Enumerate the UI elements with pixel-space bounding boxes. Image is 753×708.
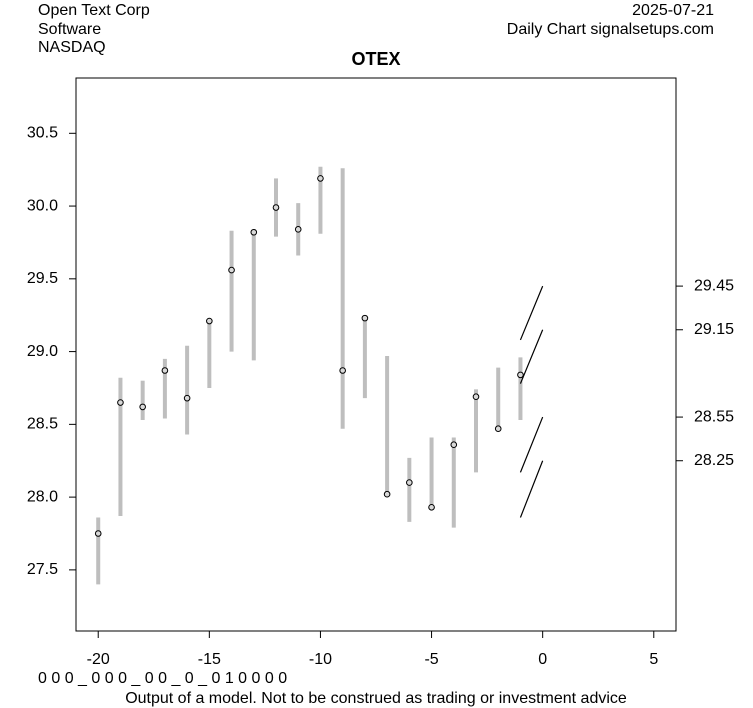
y-tick-label: 30.5	[27, 125, 58, 142]
x-tick-label: -5	[424, 651, 438, 668]
projection-line	[519, 285, 544, 341]
close-point	[117, 399, 124, 406]
close-point	[206, 317, 213, 325]
close-point	[183, 394, 191, 402]
close-point	[494, 425, 502, 433]
y2-tick-label: 29.15	[694, 321, 734, 338]
close-point	[250, 228, 258, 236]
disclaimer: Output of a model. Not to be construed a…	[125, 690, 627, 707]
projection-line	[519, 416, 544, 473]
y2-tick-label: 29.45	[694, 277, 734, 294]
y2-tick-label: 28.55	[694, 408, 734, 425]
projection-line	[519, 329, 544, 384]
projection-line	[519, 460, 544, 518]
date: 2025-07-21	[632, 2, 714, 19]
close-point	[517, 371, 524, 379]
close-point	[339, 367, 346, 374]
close-point	[228, 266, 235, 274]
company: Open Text Corp	[38, 2, 150, 19]
plot-frame	[75, 77, 677, 632]
y2-tick-label: 28.25	[694, 452, 734, 469]
close-point	[383, 490, 391, 498]
x-tick-label: 0	[538, 651, 547, 668]
close-point	[139, 403, 146, 411]
chart-title: OTEX	[351, 49, 400, 69]
sector: Software	[38, 21, 101, 38]
close-point	[317, 175, 324, 182]
close-point	[450, 441, 458, 449]
y-tick-label: 28.0	[27, 488, 58, 505]
y-tick-label: 27.5	[27, 561, 58, 578]
x-tick-label: -15	[198, 651, 221, 668]
close-point	[272, 204, 280, 211]
x-tick-label: 5	[649, 651, 658, 668]
signal-code: 0 0 0 _ 0 0 0 _ 0 0 _ 0 _ 0 1 0 0 0 0	[38, 670, 287, 687]
y-tick-label: 30.0	[27, 197, 58, 214]
exchange: NASDAQ	[38, 39, 106, 56]
y-tick-label: 29.0	[27, 343, 58, 360]
close-point	[161, 367, 169, 374]
y-tick-label: 28.5	[27, 416, 58, 433]
close-point	[472, 393, 480, 401]
close-point	[361, 314, 369, 322]
close-point	[294, 226, 302, 233]
source: Daily Chart signalsetups.com	[507, 21, 714, 38]
x-tick-label: -10	[309, 651, 332, 668]
close-point	[94, 530, 102, 537]
close-point	[428, 504, 435, 511]
y-tick-label: 29.5	[27, 270, 58, 287]
close-point	[406, 479, 413, 486]
x-tick-label: -20	[87, 651, 110, 668]
